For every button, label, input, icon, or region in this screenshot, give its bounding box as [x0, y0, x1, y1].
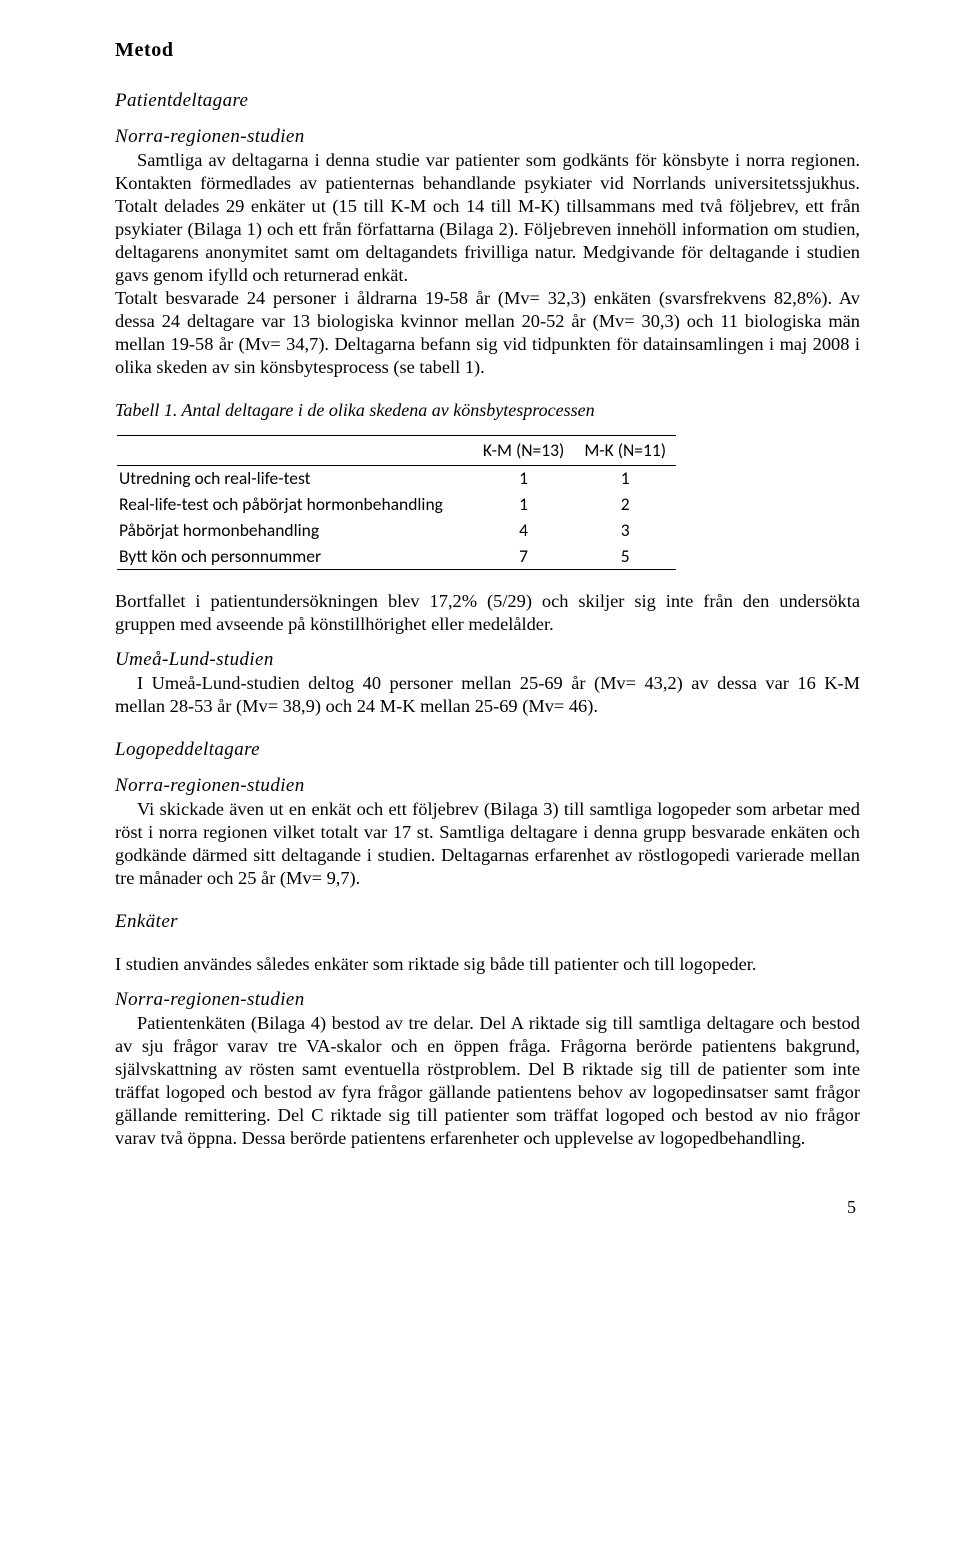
- table-cell-label: Påbörjat hormonbehandling: [117, 518, 473, 544]
- paragraph-2: Totalt besvarade 24 personer i åldrarna …: [115, 287, 860, 379]
- heading-norra-3: Norra-regionen-studien: [115, 988, 860, 1012]
- table-row: Utredning och real-life-test 1 1: [117, 465, 676, 491]
- table-1: K-M (N=13) M-K (N=11) Utredning och real…: [117, 435, 676, 570]
- heading-logopeddeltagare: Logopeddeltagare: [115, 738, 860, 762]
- heading-umea: Umeå-Lund-studien: [115, 648, 860, 672]
- heading-norra-1: Norra-regionen-studien: [115, 125, 860, 149]
- heading-norra-2: Norra-regionen-studien: [115, 774, 860, 798]
- table-row: Bytt kön och personnummer 7 5: [117, 544, 676, 570]
- table-cell-label: Bytt kön och personnummer: [117, 544, 473, 570]
- table-header-col2: M-K (N=11): [574, 436, 676, 466]
- table-cell: 7: [473, 544, 574, 570]
- paragraph-7: Patientenkäten (Bilaga 4) bestod av tre …: [115, 1012, 860, 1150]
- table-cell: 2: [574, 492, 676, 518]
- table-row: Påbörjat hormonbehandling 4 3: [117, 518, 676, 544]
- paragraph-5: Vi skickade även ut en enkät och ett föl…: [115, 798, 860, 890]
- paragraph-1: Samtliga av deltagarna i denna studie va…: [115, 149, 860, 287]
- table-cell-label: Utredning och real-life-test: [117, 465, 473, 491]
- heading-metod: Metod: [115, 38, 860, 63]
- table-row: Real-life-test och påbörjat hormonbehand…: [117, 492, 676, 518]
- page-number: 5: [115, 1196, 860, 1219]
- table-header-empty: [117, 436, 473, 466]
- heading-enkater: Enkäter: [115, 910, 860, 934]
- table-caption: Tabell 1. Antal deltagare i de olika ske…: [115, 399, 860, 422]
- heading-patientdeltagare: Patientdeltagare: [115, 89, 860, 113]
- table-cell: 3: [574, 518, 676, 544]
- table-cell: 1: [473, 492, 574, 518]
- table-cell-label: Real-life-test och påbörjat hormonbehand…: [117, 492, 473, 518]
- table-cell: 1: [473, 465, 574, 491]
- table-header-col1: K-M (N=13): [473, 436, 574, 466]
- paragraph-6: I studien användes således enkäter som r…: [115, 953, 860, 976]
- table-cell: 4: [473, 518, 574, 544]
- table-cell: 1: [574, 465, 676, 491]
- paragraph-3: Bortfallet i patientundersökningen blev …: [115, 590, 860, 636]
- table-cell: 5: [574, 544, 676, 570]
- paragraph-4: I Umeå-Lund-studien deltog 40 personer m…: [115, 672, 860, 718]
